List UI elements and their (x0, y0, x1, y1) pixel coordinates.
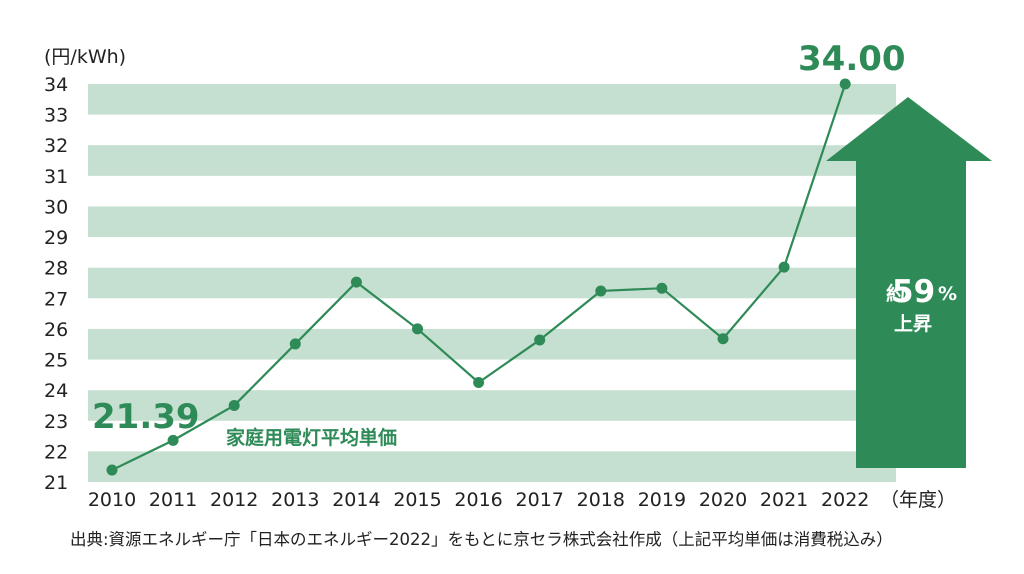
grid-band (88, 84, 896, 115)
grid-band (88, 390, 896, 421)
y-tick-label: 33 (44, 105, 68, 127)
grid-band (88, 328, 896, 360)
y-tick-label: 31 (44, 166, 68, 188)
y-tick-label: 22 (44, 441, 68, 463)
x-tick-label: 2022 (821, 489, 869, 511)
increase-suffix: 上昇 (894, 313, 932, 335)
x-tick-label: 2015 (393, 489, 441, 511)
y-tick-label: 28 (44, 258, 68, 280)
source-note: 出典:資源エネルギー庁「日本のエネルギー2022」をもとに京セラ株式会社作成（上… (70, 530, 893, 549)
y-axis-unit-label: (円/kWh) (44, 46, 126, 68)
y-tick-label: 29 (44, 227, 68, 249)
data-point (228, 399, 240, 411)
x-tick-label: 2018 (577, 489, 625, 511)
x-tick-label: 2014 (332, 489, 380, 511)
x-tick-label: 2010 (88, 489, 136, 511)
grid-bands (88, 84, 896, 482)
x-tick-label: 2019 (638, 489, 686, 511)
data-point (473, 377, 485, 388)
grid-band (88, 267, 896, 299)
grid-band (88, 451, 896, 482)
x-tick-label: 2017 (516, 489, 564, 511)
grid-band (88, 206, 896, 238)
y-tick-label: 32 (44, 135, 68, 157)
y-tick-label: 21 (44, 472, 68, 494)
data-point (412, 323, 423, 335)
data-point (656, 282, 668, 294)
y-tick-label: 30 (44, 196, 68, 218)
x-axis-unit-label: （年度） (880, 489, 956, 511)
y-tick-label: 23 (44, 411, 68, 433)
data-point (350, 276, 362, 288)
data-point (106, 464, 118, 476)
data-point (839, 78, 851, 90)
x-axis-ticks: 2010 2011 2012 2013 2014 2015 2016 2017 2018 2019… (88, 489, 870, 511)
end-value-callout: 34.00 (798, 39, 906, 79)
increase-value: 59 (892, 274, 935, 310)
increase-prefix: 約 (886, 282, 905, 305)
start-value-callout: 21.39 (92, 397, 200, 437)
series-label: 家庭用電灯平均単価 (226, 426, 397, 449)
x-tick-label: 2016 (454, 489, 502, 511)
data-point (778, 261, 790, 273)
data-points (106, 78, 851, 476)
increase-unit: % (938, 283, 957, 305)
grid-band (88, 145, 896, 176)
x-tick-label: 2020 (699, 489, 747, 511)
y-tick-label: 27 (44, 288, 68, 310)
data-point (534, 334, 546, 346)
x-tick-label: 2013 (271, 489, 319, 511)
y-tick-label: 24 (44, 380, 68, 402)
data-point (167, 434, 179, 446)
data-point (595, 285, 607, 297)
data-point (289, 338, 301, 350)
increase-arrow (826, 97, 992, 468)
y-axis-ticks: 34 33 32 31 30 29 28 27 26 25 24 23 22 21 (44, 74, 68, 494)
y-tick-label: 26 (44, 319, 68, 341)
x-tick-label: 2012 (210, 489, 258, 511)
y-tick-label: 25 (44, 350, 68, 372)
x-tick-label: 2021 (760, 489, 808, 511)
data-point (717, 333, 729, 345)
y-tick-label: 34 (44, 74, 68, 96)
x-tick-label: 2011 (149, 489, 197, 511)
